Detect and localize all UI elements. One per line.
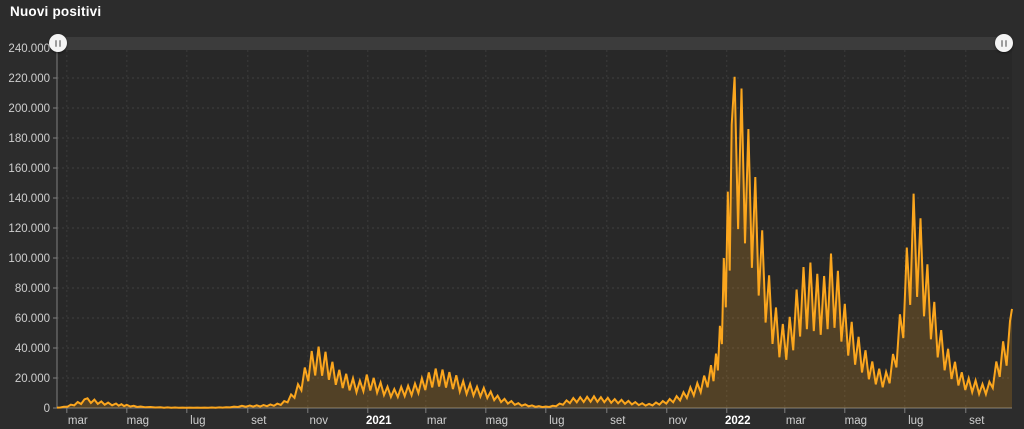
- drag-handle-icon: [59, 39, 61, 47]
- y-axis-label: 80.000: [15, 283, 50, 295]
- range-slider-left-handle[interactable]: [49, 34, 67, 52]
- y-axis-label: 100.000: [8, 253, 50, 265]
- x-axis-label: set: [610, 415, 626, 427]
- x-axis-label: mag: [486, 415, 508, 427]
- y-axis-label: 220.000: [8, 73, 50, 85]
- range-slider-right-handle[interactable]: [995, 34, 1013, 52]
- y-axis-label: 20.000: [15, 373, 50, 385]
- x-axis-label: set: [251, 415, 267, 427]
- x-axis-label: lug: [549, 415, 564, 427]
- plot-area[interactable]: [57, 46, 1012, 408]
- series-area-nuovi-positivi[interactable]: [57, 76, 1012, 409]
- drag-handle-icon: [1001, 39, 1003, 47]
- y-axis-label: 120.000: [8, 223, 50, 235]
- range-slider-track[interactable]: [51, 37, 1012, 50]
- page-title: Nuovi positivi: [10, 4, 102, 19]
- x-axis-label: nov: [310, 415, 329, 427]
- drag-handle-icon: [1005, 39, 1007, 47]
- drag-handle-icon: [55, 39, 57, 47]
- series-line-nuovi-positivi[interactable]: [56, 76, 1013, 409]
- x-axis-label: nov: [669, 415, 688, 427]
- y-axis-label: 240.000: [8, 43, 50, 55]
- y-axis-label: 160.000: [8, 163, 50, 175]
- x-axis-label: 2022: [725, 415, 751, 427]
- x-axis-label: lug: [908, 415, 923, 427]
- x-axis-label: mag: [127, 415, 149, 427]
- y-axis-label: 0: [44, 403, 50, 415]
- x-axis-label: mar: [786, 415, 806, 427]
- y-axis-label: 180.000: [8, 133, 50, 145]
- x-axis-label: mag: [845, 415, 867, 427]
- x-axis-label: 2021: [366, 415, 392, 427]
- y-axis-label: 200.000: [8, 103, 50, 115]
- x-axis-label: mar: [68, 415, 88, 427]
- x-axis-label: set: [969, 415, 985, 427]
- y-axis-label: 140.000: [8, 193, 50, 205]
- x-axis-label: lug: [190, 415, 205, 427]
- y-axis-label: 60.000: [15, 313, 50, 325]
- y-axis-label: 40.000: [15, 343, 50, 355]
- x-axis-label: mar: [427, 415, 447, 427]
